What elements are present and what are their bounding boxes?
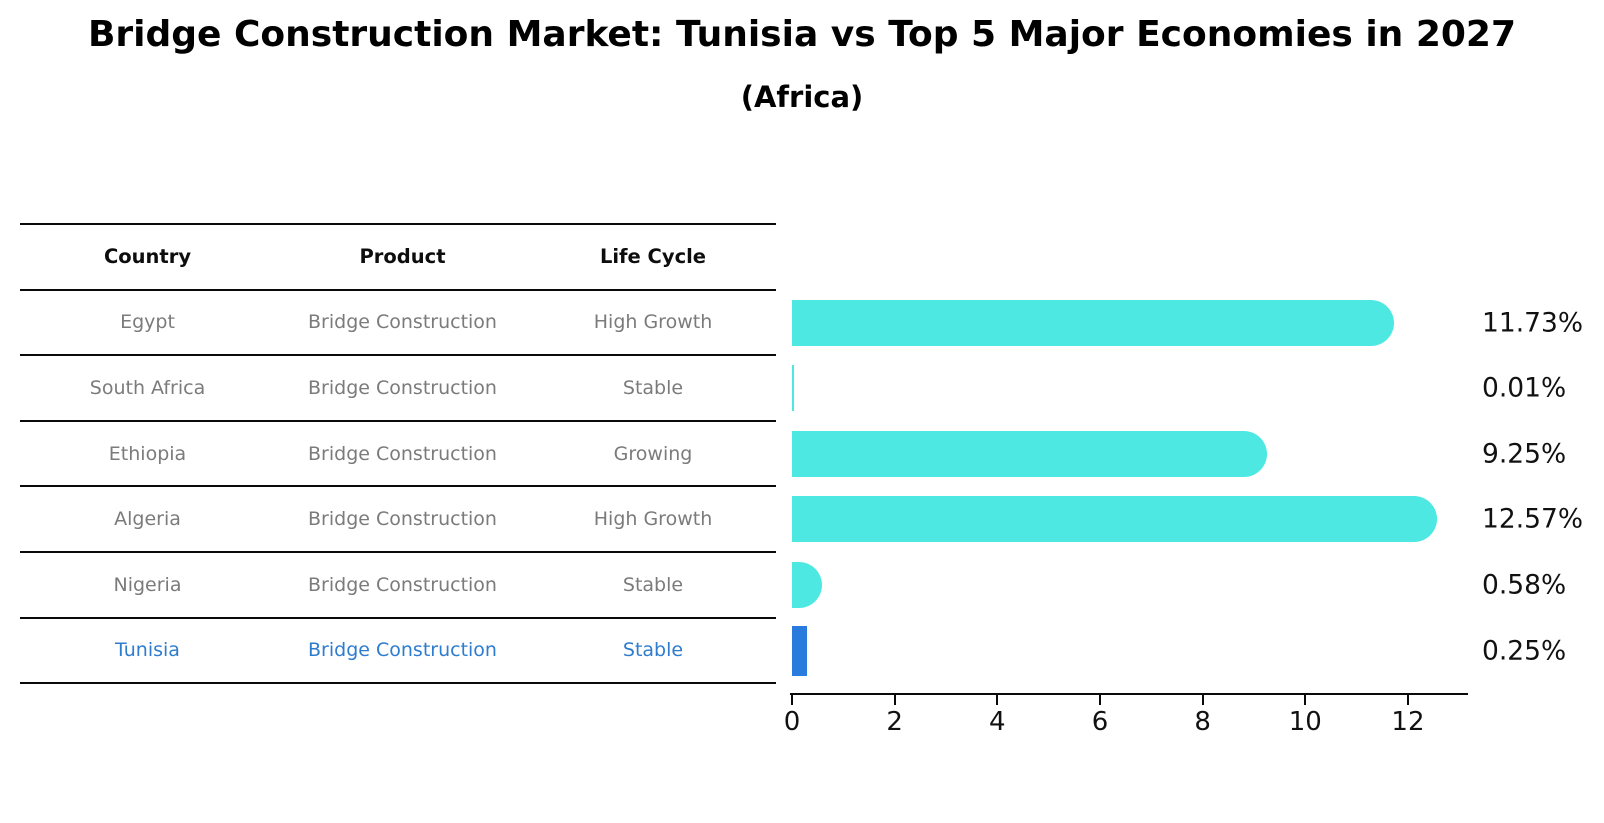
cell-life-cycle: High Growth: [593, 508, 713, 531]
bar-ethiopia: [792, 430, 1267, 477]
cell-life-cycle: Growing: [613, 442, 693, 465]
table-row-south-africa: South Africa Bridge Construction Stable: [20, 356, 776, 422]
cell-country: Tunisia: [115, 639, 180, 662]
table-header-cell-0: Country: [103, 245, 192, 269]
cell-country: Egypt: [120, 311, 175, 334]
x-axis-tick-10: [1304, 695, 1307, 705]
cell-country: South Africa: [89, 376, 206, 399]
x-axis-tick-0: [791, 695, 793, 705]
x-axis-tick-label-0: 0: [783, 707, 801, 737]
value-label-ethiopia: 9.25%: [1482, 438, 1567, 470]
cell-product: Bridge Construction: [308, 311, 497, 334]
cell-country: Algeria: [114, 508, 181, 531]
x-axis-tick-12: [1406, 695, 1409, 705]
cell-country: Nigeria: [113, 573, 182, 596]
x-axis-tick-label-2: 2: [886, 707, 903, 737]
x-axis-tick-label-10: 10: [1288, 707, 1322, 737]
table-row-nigeria: Nigeria Bridge Construction Stable: [20, 553, 776, 619]
table-row-tunisia: Tunisia Bridge Construction Stable: [20, 619, 776, 685]
x-axis-tick-label-6: 6: [1091, 707, 1109, 737]
table-header-cell-2: Life Cycle: [599, 245, 707, 269]
cell-life-cycle: Stable: [622, 639, 684, 662]
x-axis-tick-4: [996, 695, 999, 705]
x-axis-line: [790, 693, 1468, 695]
x-axis-tick-label-8: 8: [1194, 707, 1211, 737]
x-axis-tick-8: [1201, 695, 1204, 705]
cell-product: Bridge Construction: [308, 573, 497, 596]
table-header-cell-1: Product: [359, 245, 446, 269]
value-label-algeria: 12.57%: [1482, 503, 1584, 535]
cell-life-cycle: Stable: [622, 376, 684, 399]
table-header-row: Country Product Life Cycle: [20, 225, 776, 291]
bar-south-africa: [792, 365, 794, 412]
cell-product: Bridge Construction: [308, 508, 497, 531]
cell-life-cycle: Stable: [622, 573, 684, 596]
value-label-egypt: 11.73%: [1482, 307, 1584, 338]
bar-egypt: [792, 299, 1395, 346]
cell-country: Ethiopia: [108, 442, 187, 465]
x-axis-tick-label-4: 4: [989, 707, 1006, 737]
chart-subtitle: (Africa): [740, 80, 864, 114]
bar-tunisia: [792, 625, 807, 676]
cell-product: Bridge Construction: [308, 639, 497, 662]
table-row-ethiopia: Ethiopia Bridge Construction Growing: [20, 422, 776, 488]
value-label-south-africa: 0.01%: [1482, 372, 1567, 404]
value-label-nigeria: 0.58%: [1482, 569, 1567, 601]
chart-title: Bridge Construction Market: Tunisia vs T…: [87, 14, 1517, 55]
x-axis-tick-2: [893, 695, 896, 705]
cell-product: Bridge Construction: [308, 376, 497, 399]
value-label-tunisia: 0.25%: [1482, 635, 1567, 666]
bar-algeria: [792, 496, 1438, 543]
x-axis-tick-6: [1098, 695, 1101, 705]
bar-nigeria: [792, 561, 822, 608]
table-row-egypt: Egypt Bridge Construction High Growth: [20, 291, 776, 357]
country-table: Country Product Life Cycle Egypt Bridge Cons…: [20, 223, 776, 685]
cell-product: Bridge Construction: [308, 442, 497, 465]
cell-life-cycle: High Growth: [593, 311, 713, 334]
x-axis-tick-label-12: 12: [1391, 707, 1425, 737]
table-row-algeria: Algeria Bridge Construction High Growth: [20, 487, 776, 553]
